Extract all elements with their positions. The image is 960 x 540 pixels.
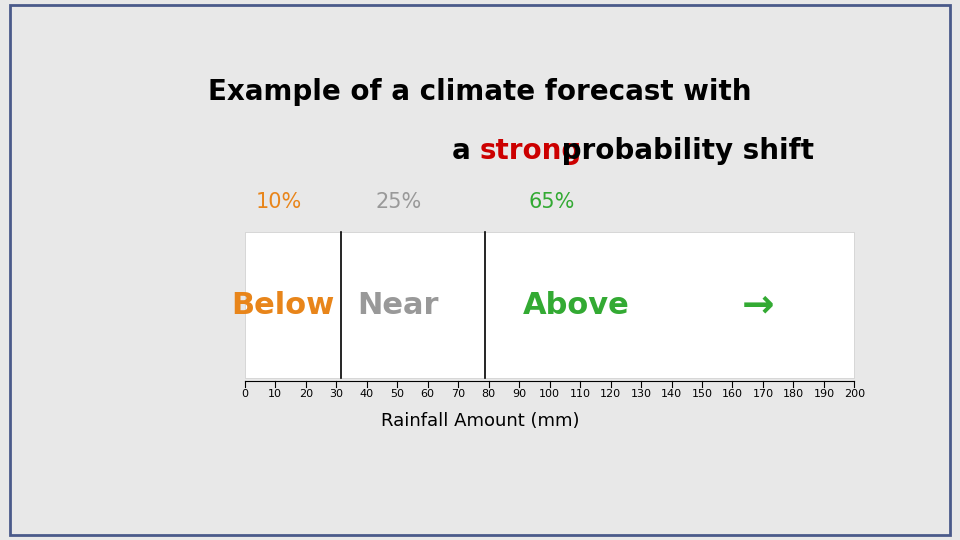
Text: 50: 50 [390,389,404,399]
Text: 160: 160 [722,389,743,399]
Text: Example of a climate forecast with: Example of a climate forecast with [208,78,752,106]
Text: 110: 110 [569,389,590,399]
Text: Rainfall Amount (mm): Rainfall Amount (mm) [381,412,579,430]
Text: 65%: 65% [529,192,575,213]
Text: 10: 10 [268,389,282,399]
Text: 140: 140 [660,389,683,399]
Text: 150: 150 [691,389,712,399]
Text: 90: 90 [512,389,526,399]
Text: 130: 130 [631,389,652,399]
Text: 40: 40 [360,389,373,399]
Text: 10%: 10% [255,192,301,213]
Text: Near: Near [358,291,439,320]
Text: 100: 100 [540,389,560,399]
Text: 25%: 25% [375,192,421,213]
Text: 180: 180 [782,389,804,399]
Text: 20: 20 [299,389,313,399]
Text: a: a [451,137,480,165]
Text: 80: 80 [482,389,495,399]
Text: 170: 170 [753,389,774,399]
Text: 60: 60 [420,389,435,399]
Text: strong: strong [480,137,583,165]
Text: 70: 70 [451,389,466,399]
Text: 190: 190 [813,389,834,399]
Text: 0: 0 [241,389,249,399]
Text: →: → [742,286,775,324]
Text: Above: Above [522,291,630,320]
Text: probability shift: probability shift [552,137,814,165]
Text: Below: Below [231,291,335,320]
Text: 200: 200 [844,389,865,399]
Text: 120: 120 [600,389,621,399]
Text: 30: 30 [329,389,344,399]
